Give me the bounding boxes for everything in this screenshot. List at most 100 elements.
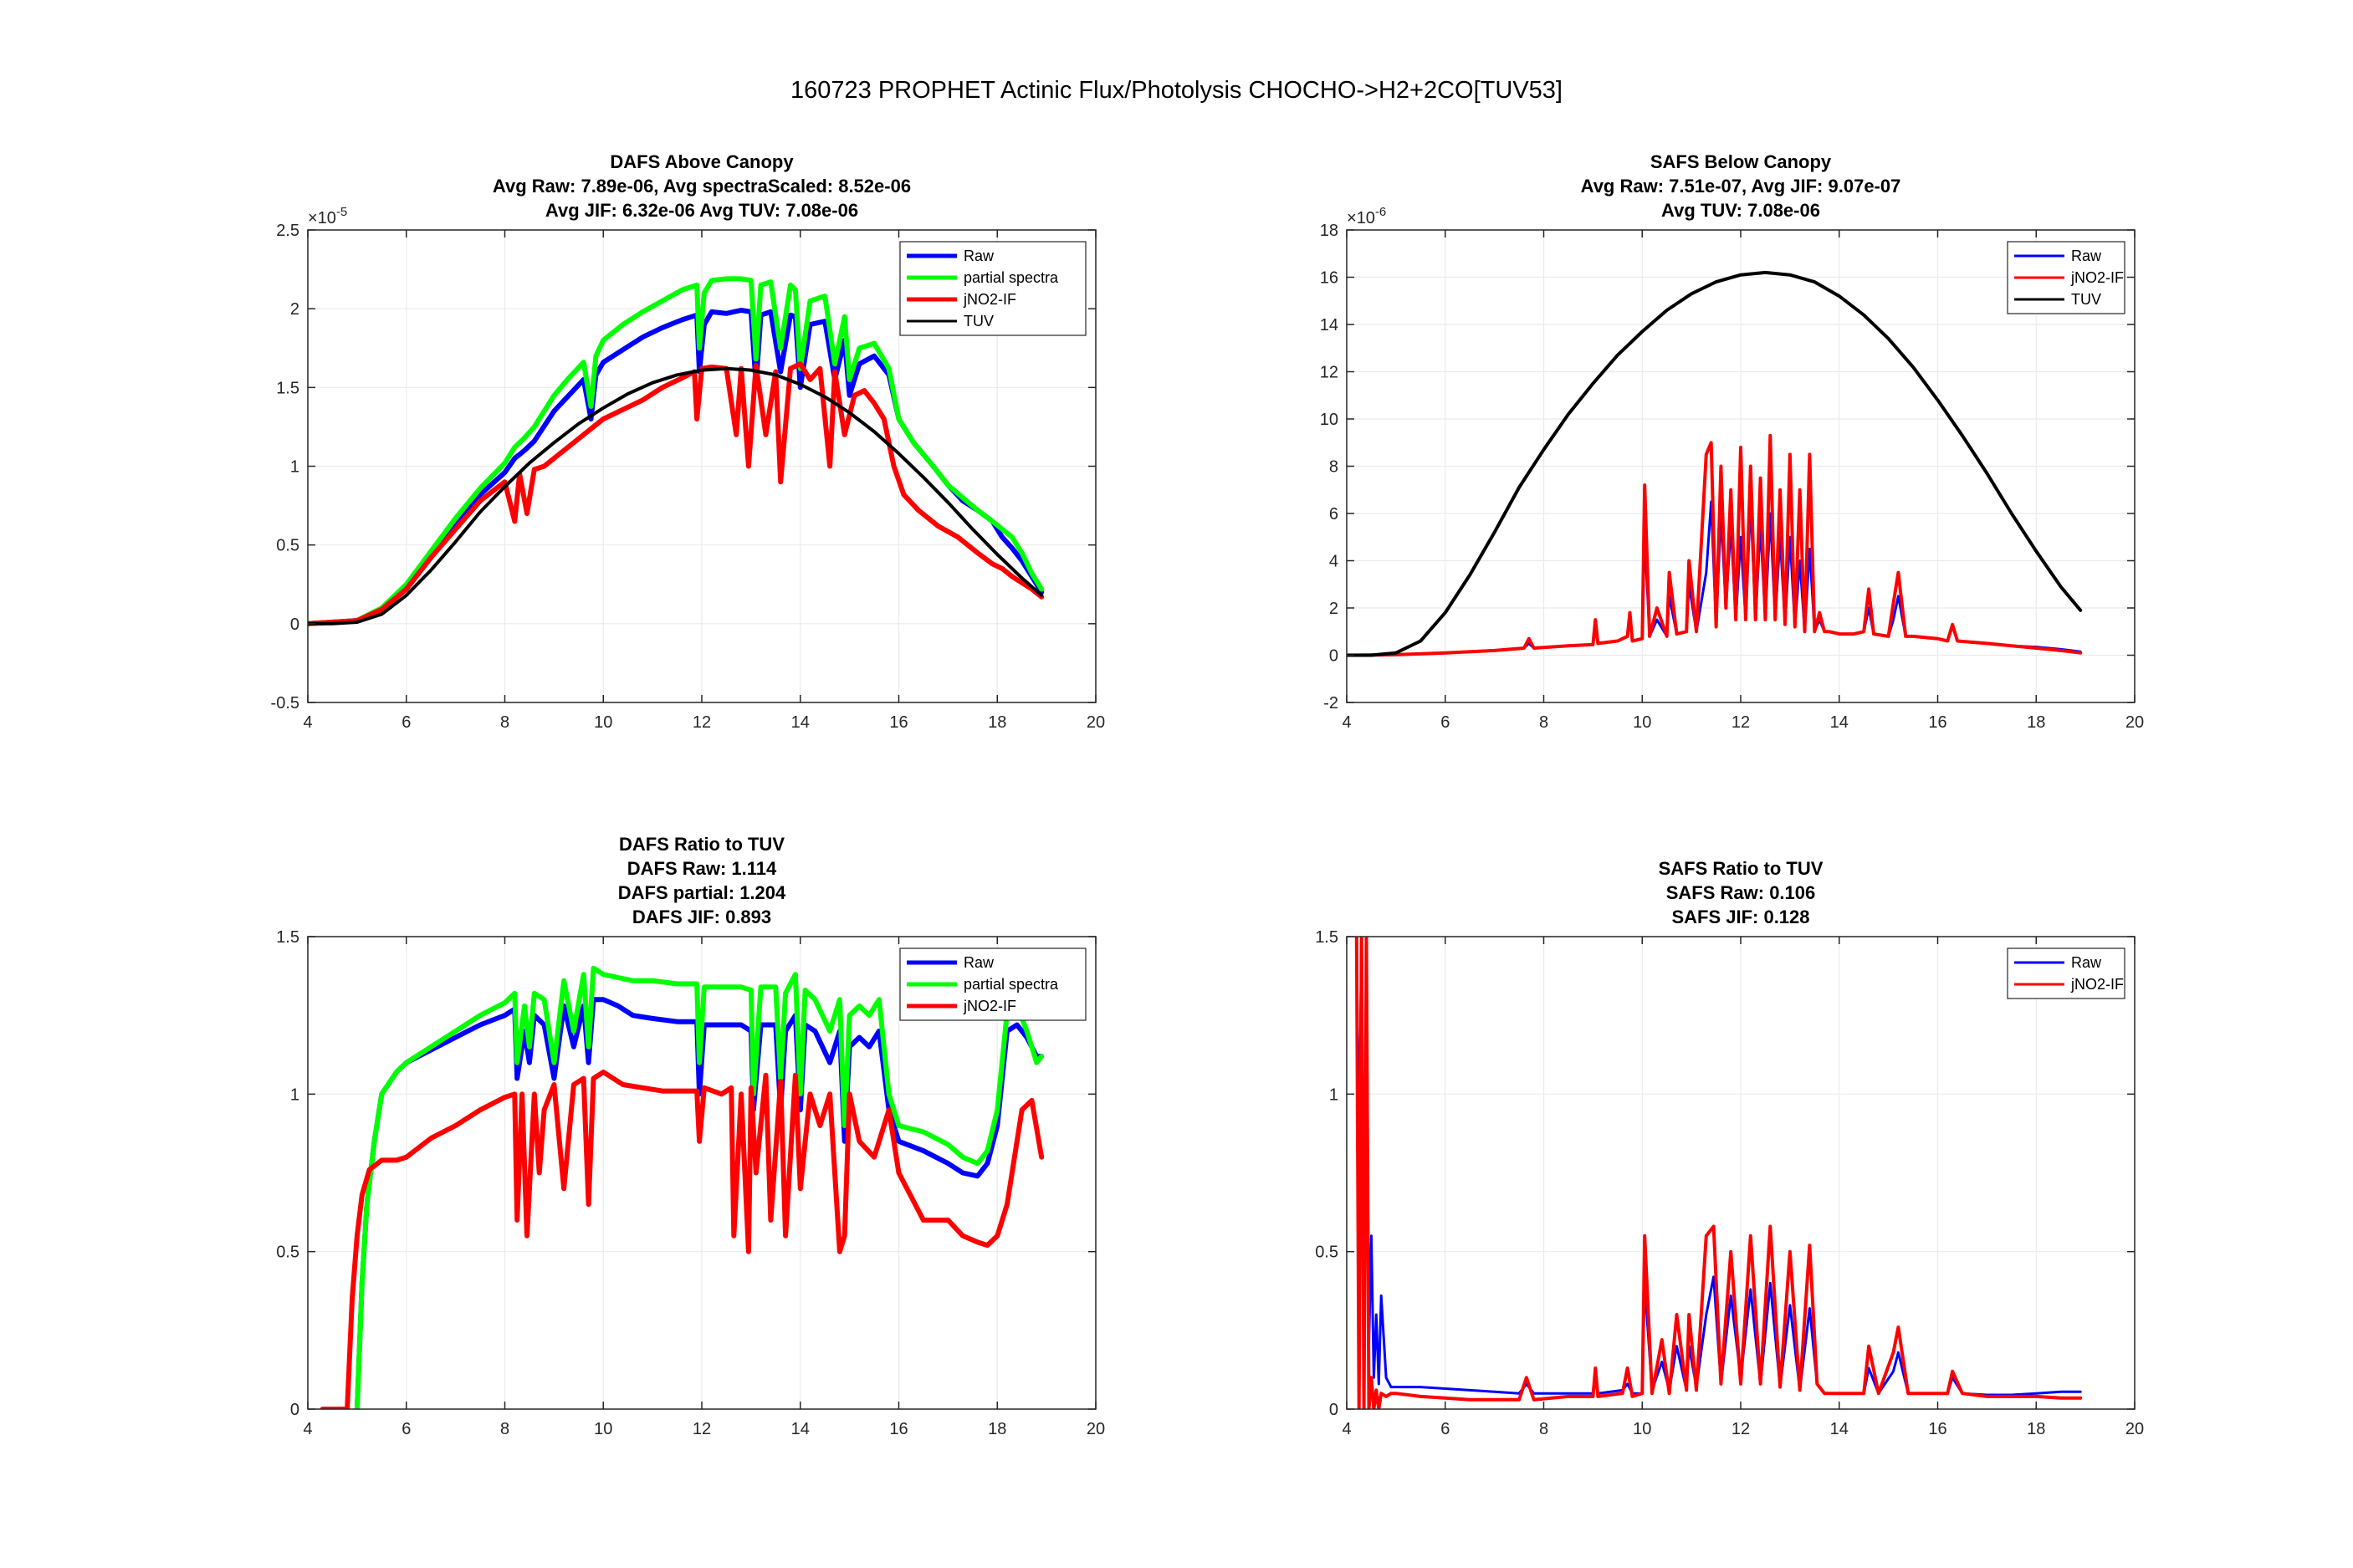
series-line-jno2-if [1354, 937, 2083, 1409]
x-tick-label: 6 [402, 1420, 411, 1438]
chart-title-line: Avg JIF: 6.32e-06 Avg TUV: 7.08e-06 [545, 200, 858, 221]
series-line-jno2-if [1347, 433, 2083, 657]
x-tick-label: 10 [594, 713, 612, 732]
legend: Raw partial spectra jNO2-IF TUV [899, 241, 1087, 336]
chart-dafs_above: 4 6 8 10 12 14 16 18 20 -0.5 0 0.5 1 1.5 2 2.5 ×10-5 DAFS… [271, 151, 1106, 732]
y-tick-label: 1 [290, 1085, 299, 1104]
chart-dafs_ratio: 4 6 8 10 12 14 16 18 20 0 0.5 1 1.5 DAFS Ratio to TUV… [276, 834, 1105, 1438]
legend-label: TUV [964, 313, 994, 329]
y-tick-label: 2 [1329, 600, 1338, 618]
y-tick-label: 2 [290, 300, 299, 319]
legend-label: jNO2-IF [963, 291, 1016, 308]
series-group [308, 276, 1045, 626]
x-tick-label: 10 [1633, 713, 1651, 732]
legend-label: jNO2-IF [2070, 269, 2124, 286]
y-tick-label: 1.5 [276, 928, 299, 947]
y-tick-label: 14 [1320, 316, 1338, 335]
x-tick-label: 8 [500, 1420, 509, 1438]
x-tick-label: 8 [1539, 1420, 1548, 1438]
x-tick-label: 20 [1087, 1420, 1105, 1438]
x-tick-label: 6 [1440, 713, 1450, 732]
x-tick-label: 14 [1830, 1420, 1849, 1438]
y-tick-label: -0.5 [271, 694, 299, 712]
x-tick-label: 20 [1087, 713, 1105, 732]
x-tick-label: 18 [988, 713, 1006, 732]
y-tick-label: 1 [290, 458, 299, 477]
chart-title-line: SAFS Below Canopy [1650, 151, 1832, 172]
x-tick-label: 20 [2125, 1420, 2144, 1438]
x-tick-label: 12 [1732, 713, 1750, 732]
chart-title-line: DAFS Ratio to TUV [619, 834, 785, 855]
y-tick-label: 4 [1329, 553, 1338, 571]
chart-safs_below: 4 6 8 10 12 14 16 18 20 -2 0 2 4 6 8 10 12 14 16 18 ×10-6 SAF… [1320, 151, 2144, 732]
chart-title-line: DAFS JIF: 0.893 [632, 907, 771, 927]
legend-label: TUV [2071, 291, 2101, 308]
x-tick-label: 12 [693, 1420, 711, 1438]
chart-title-line: DAFS partial: 1.204 [618, 882, 786, 903]
y-tick-label: 16 [1320, 269, 1338, 288]
x-tick-label: 4 [1342, 713, 1351, 732]
y-tick-label: 1 [1329, 1085, 1338, 1104]
legend-label: Raw [964, 954, 995, 971]
y-tick-label: 8 [1329, 458, 1338, 477]
x-tick-label: 8 [500, 713, 509, 732]
x-tick-label: 4 [303, 1420, 312, 1438]
legend: Raw partial spectra jNO2-IF [899, 947, 1087, 1021]
y-exponent-label: ×10-6 [1347, 205, 1386, 227]
series-line-tuv [1347, 270, 2083, 657]
y-exponent-label: ×10-5 [308, 205, 347, 227]
x-tick-label: 14 [791, 1420, 810, 1438]
legend: Raw jNO2-IF [2007, 947, 2125, 999]
legend-label: Raw [2071, 954, 2102, 971]
legend-box [2007, 947, 2125, 999]
x-tick-label: 16 [889, 713, 908, 732]
x-tick-label: 16 [1928, 713, 1946, 732]
y-tick-label: 0.5 [1315, 1244, 1338, 1262]
y-tick-label: 18 [1320, 222, 1338, 240]
series-group [320, 965, 1045, 1409]
x-tick-label: 12 [1732, 1420, 1750, 1438]
series-line-jno2-if [308, 361, 1045, 626]
chart-safs_ratio: 4 6 8 10 12 14 16 18 20 0 0.5 1 1.5 SAFS Ratio to TUV… [1315, 858, 2144, 1438]
y-tick-label: 0 [290, 615, 299, 634]
y-tick-label: 12 [1320, 364, 1338, 382]
y-tick-label: 10 [1320, 411, 1338, 429]
x-tick-label: 16 [889, 1420, 908, 1438]
chart-title-line: DAFS Above Canopy [610, 151, 794, 172]
x-tick-label: 12 [693, 713, 711, 732]
x-tick-label: 14 [791, 713, 810, 732]
y-tick-label: 1.5 [276, 379, 299, 397]
series-line-tuv [308, 366, 1044, 626]
y-tick-label: 0 [1329, 647, 1338, 666]
x-tick-label: 6 [1440, 1420, 1450, 1438]
legend-label: Raw [2071, 248, 2102, 264]
legend-label: partial spectra [964, 976, 1059, 993]
x-tick-label: 18 [988, 1420, 1006, 1438]
y-tick-label: 0.5 [276, 1244, 299, 1262]
x-tick-label: 10 [594, 1420, 612, 1438]
series-group [1354, 937, 2083, 1409]
y-tick-label: -2 [1323, 694, 1338, 712]
x-tick-label: 4 [303, 713, 312, 732]
series-group [1347, 270, 2083, 657]
chart-title-line: SAFS JIF: 0.128 [1671, 907, 1809, 927]
legend: Raw jNO2-IF TUV [2007, 241, 2125, 314]
y-tick-label: 0.5 [276, 537, 299, 555]
chart-title-line: Avg TUV: 7.08e-06 [1661, 200, 1820, 221]
series-line-partial-spectra [354, 965, 1045, 1409]
chart-title-line: SAFS Ratio to TUV [1659, 858, 1824, 879]
x-tick-label: 18 [2027, 713, 2045, 732]
x-tick-label: 6 [402, 713, 411, 732]
x-tick-label: 20 [2125, 713, 2144, 732]
series-line-jno2-if [320, 1070, 1045, 1409]
y-tick-label: 2.5 [276, 222, 299, 240]
legend-label: Raw [964, 248, 995, 264]
chart-title-line: Avg Raw: 7.89e-06, Avg spectraScaled: 8.… [493, 176, 911, 197]
y-tick-label: 1.5 [1315, 928, 1338, 947]
y-tick-label: 0 [1329, 1401, 1338, 1419]
x-tick-label: 18 [2027, 1420, 2045, 1438]
chart-title-line: Avg Raw: 7.51e-07, Avg JIF: 9.07e-07 [1581, 176, 1901, 197]
legend-label: jNO2-IF [2070, 976, 2124, 993]
chart-title-line: DAFS Raw: 1.114 [627, 858, 777, 879]
